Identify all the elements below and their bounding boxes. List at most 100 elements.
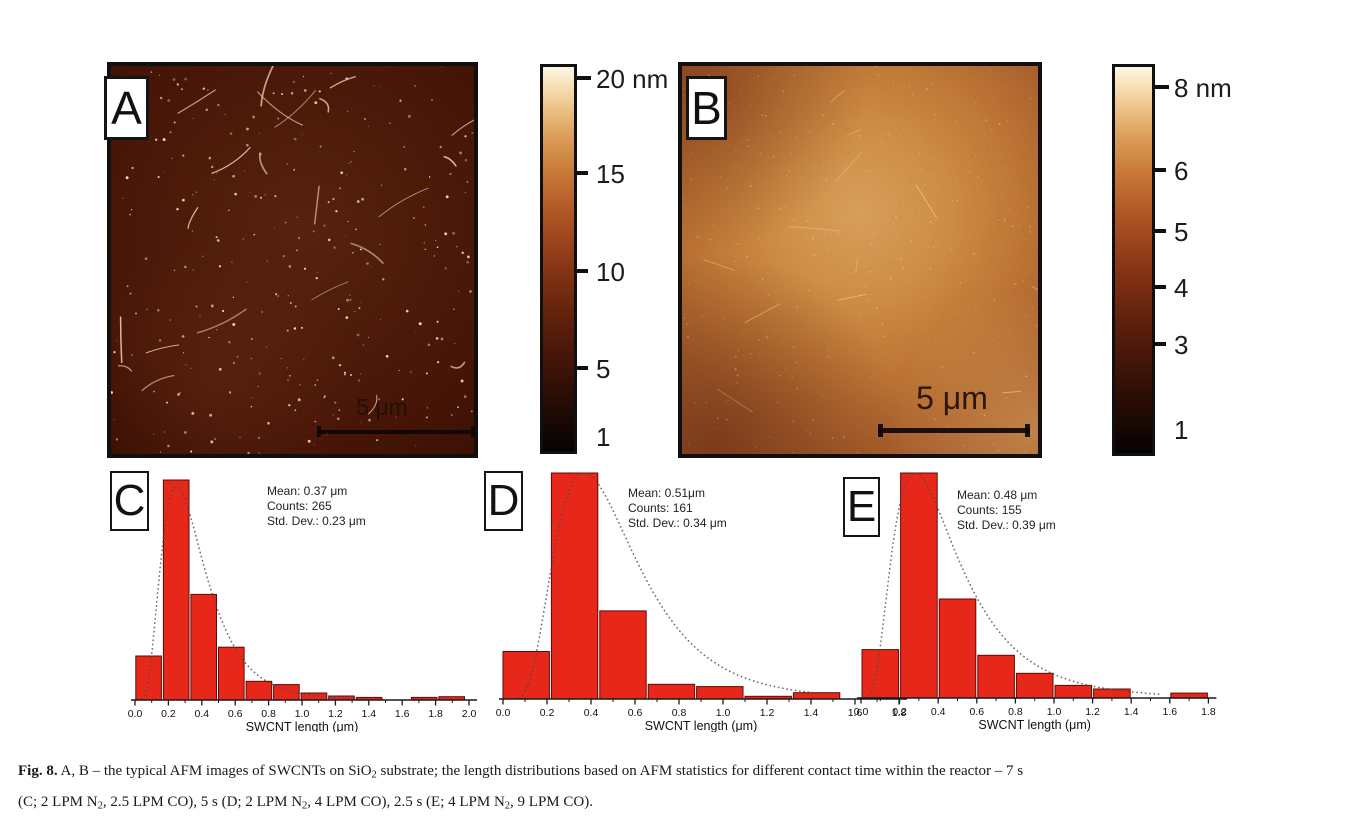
panel-label-c: C [110,471,149,531]
colorbar-tick-label: 20 nm [596,63,669,94]
hist-bar [696,686,744,700]
colorbar-tick-label: 4 [1174,273,1189,304]
x-tick-label: 1.6 [1162,706,1177,718]
x-tick-label: 1.2 [328,708,343,720]
x-tick-label: 1.8 [1201,706,1216,718]
colorbar-tick-label: 8 nm [1174,72,1232,103]
x-tick-label: 0.4 [931,706,946,718]
colorbar-tick-label: 15 [596,159,625,190]
hist-bar [502,651,550,700]
hist-bar [1015,672,1054,699]
hist-x-axis: 0.0 0.2 0.4 0.6 0.8 1.0 1.2 1.4 1.6 1.8 2.0 [128,699,477,720]
x-tick-label: 1.2 [1085,706,1100,718]
hist-bars [861,472,1208,699]
hist-bar [599,610,647,700]
colorbar-b [1112,64,1155,456]
scalebar-b-label: 5 μm [916,380,988,416]
hist-bars [502,472,841,700]
stats-d: Mean: 0.51μm Counts: 161 Std. Dev.: 0.34… [628,486,727,531]
panel-label-a-text: A [111,82,142,134]
colorbar-tick [1155,84,1169,89]
afm-image-b: 5 μm [678,62,1042,458]
colorbar-tick [1155,228,1166,233]
panel-label-b: B [686,76,727,140]
panel-label-e: E [843,477,880,537]
panel-label-a: A [104,76,149,140]
scalebar-a-line [317,430,475,434]
hist-bar [900,472,938,699]
stats-d-counts: Counts: 161 [628,501,693,515]
hist-bar [647,683,696,700]
colorbar-tick [1155,285,1166,290]
figure-caption: Fig. 8. A, B – the typical AFM images of… [18,758,1344,819]
hist-bar [938,598,977,699]
stats-c-std: Std. Dev.: 0.23 μm [267,514,366,528]
stats-d-std: Std. Dev.: 0.34 μm [628,516,727,530]
x-tick-label: 1.2 [760,707,775,719]
hist-bar [218,646,245,701]
hist-bar [861,649,900,699]
x-tick-label: 0.8 [261,708,276,720]
x-tick-label: 0.8 [672,707,687,719]
stats-c-counts: Counts: 265 [267,499,332,513]
scalebar-a-cap-left [317,426,321,437]
x-tick-label: 1.4 [804,707,819,719]
x-tick-label: 1.4 [361,708,376,720]
colorbar-tick-label: 1 [1174,414,1189,445]
colorbar-tick [577,268,588,273]
stats-e-counts: Counts: 155 [957,503,1022,517]
afm-texture-a [111,66,474,454]
x-tick-label: 0.4 [194,708,209,720]
colorbar-tick [577,171,588,176]
x-axis-label: SWCNT length (μm) [246,720,359,732]
hist-bar [977,654,1015,699]
hist-bar [162,479,190,701]
hist-bars [135,479,465,701]
panel-label-d: D [484,471,523,531]
x-tick-label: 1.0 [716,707,731,719]
scalebar-a-cap-right [471,426,475,437]
colorbar-tick-label: 5 [1174,216,1189,247]
colorbar-tick-label: 3 [1174,330,1189,361]
histogram-e: 0.0 0.2 0.4 0.6 0.8 1.0 1.2 1.4 1.6 1.8 SWCNT leng… [854,472,1217,732]
x-tick-label: 0.0 [854,706,869,718]
hist-bar [273,684,300,701]
x-axis-label: SWCNT length (μm) [978,718,1091,732]
x-tick-label: 0.8 [1008,706,1023,718]
colorbar-tick-label: 10 [596,256,625,287]
hist-bar [190,593,218,701]
colorbar-tick-label: 1 [596,422,611,453]
x-tick-label: 1.0 [295,708,310,720]
x-tick-label: 0.2 [892,706,907,718]
x-tick-label: 1.6 [395,708,410,720]
hist-x-axis: 0.0 0.2 0.4 0.6 0.8 1.0 1.2 1.4 1.6 1.8 [854,697,1217,718]
stats-e-std: Std. Dev.: 0.39 μm [957,518,1056,532]
scalebar-b-cap-left [878,424,883,437]
stats-d-mean: Mean: 0.51μm [628,486,705,500]
afm-image-a: 5 μm [107,62,478,458]
panel-label-d-text: D [487,476,520,525]
colorbar-tick [577,366,588,371]
hist-x-axis: 0.0 0.2 0.4 0.6 0.8 1.0 1.2 1.4 1.6 1.8 [496,698,907,719]
histogram-d: 0.0 0.2 0.4 0.6 0.8 1.0 1.2 1.4 1.6 1.8 SWCNT leng… [496,472,907,732]
x-tick-label: 0.0 [128,708,143,720]
histogram-c: 0.0 0.2 0.4 0.6 0.8 1.0 1.2 1.4 1.6 1.8 2.0 SWCNT l… [128,479,477,732]
colorbar-tick [1155,167,1166,172]
stats-c: Mean: 0.37 μm Counts: 265 Std. Dev.: 0.2… [267,484,366,529]
stats-e: Mean: 0.48 μm Counts: 155 Std. Dev.: 0.3… [957,488,1056,533]
x-tick-label: 1.4 [1124,706,1139,718]
hist-bar [1054,684,1093,699]
hist-bar [245,680,273,701]
colorbar-tick-label: 5 [596,354,611,385]
hist-bar [550,472,599,700]
scalebar-b-cap-right [1025,424,1030,437]
stats-c-mean: Mean: 0.37 μm [267,484,348,498]
x-axis-label: SWCNT length (μm) [645,719,758,732]
scalebar-a-label: 5 μm [356,394,408,420]
hist-fit-curve [141,485,369,700]
x-tick-label: 1.0 [1047,706,1062,718]
x-tick-label: 2.0 [462,708,477,720]
colorbar-tick [577,75,591,80]
x-tick-label: 1.8 [428,708,443,720]
panel-label-c-text: C [113,476,146,525]
